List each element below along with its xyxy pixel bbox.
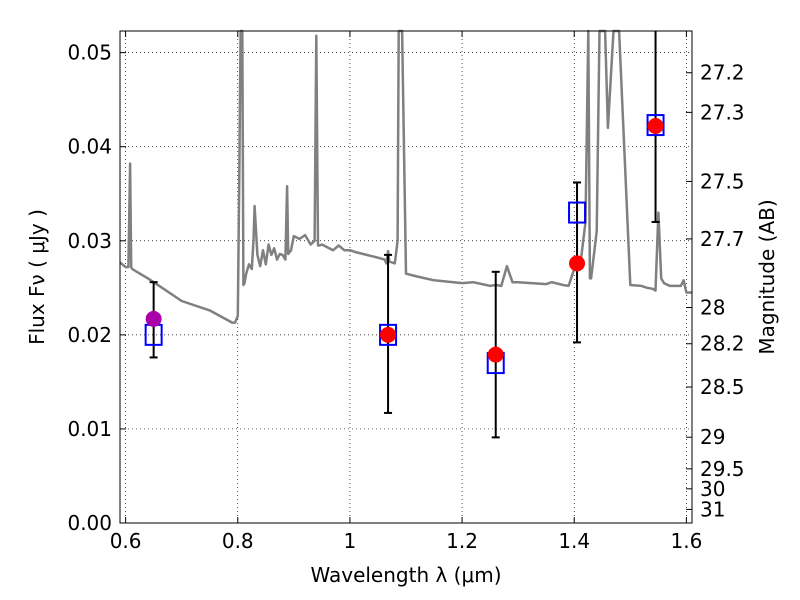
model-box bbox=[646, 114, 665, 137]
x-tick-label: 1 bbox=[344, 529, 357, 553]
x-tick-label: 1.2 bbox=[446, 529, 478, 553]
right-tick-label: 28.5 bbox=[700, 375, 745, 399]
x-axis-label: Wavelength λ (μm) bbox=[310, 563, 501, 587]
axis-ticks: 0.6 0.8 1 1.2 1.4 1.6 0.00 0.01 0.02 0.03 0.04 0.05… bbox=[67, 31, 745, 553]
model-box bbox=[568, 201, 587, 224]
y-tick-label: 0.02 bbox=[67, 323, 112, 347]
y-tick-label: 0.05 bbox=[67, 41, 112, 65]
right-tick-label: 29.5 bbox=[700, 457, 745, 481]
plot-frame bbox=[119, 30, 693, 524]
right-tick-label: 28 bbox=[700, 295, 725, 319]
observed-points bbox=[145, 118, 664, 363]
x-tick-label: 1.4 bbox=[558, 529, 590, 553]
observed-point bbox=[145, 310, 162, 327]
y-tick-label: 0.03 bbox=[67, 229, 112, 253]
right-tick-label: 29 bbox=[700, 425, 725, 449]
right-tick-label: 27.3 bbox=[700, 100, 745, 124]
y-tick-label: 0.01 bbox=[67, 417, 112, 441]
model-spectrum-line bbox=[119, 29, 692, 324]
right-tick-label: 31 bbox=[700, 497, 725, 521]
right-tick-label: 27.2 bbox=[700, 61, 745, 85]
model-spectrum bbox=[119, 29, 692, 324]
observed-point bbox=[380, 326, 397, 343]
observed-point bbox=[647, 118, 664, 135]
y-tick-label: 0.00 bbox=[67, 511, 112, 535]
x-tick-label: 1.6 bbox=[670, 529, 702, 553]
x-tick-label: 0.8 bbox=[222, 529, 254, 553]
y-tick-label: 0.04 bbox=[67, 135, 112, 159]
right-tick-label: 27.7 bbox=[700, 227, 745, 251]
x-tick-label: 0.6 bbox=[110, 529, 142, 553]
y-axis-label: Flux Fν ( μJy ) bbox=[25, 209, 49, 345]
right-tick-label: 30 bbox=[700, 477, 725, 501]
observed-point bbox=[487, 346, 504, 363]
right-axis-label: Magnitude (AB) bbox=[755, 199, 779, 354]
observed-point bbox=[569, 255, 586, 272]
right-tick-label: 27.5 bbox=[700, 169, 745, 193]
right-tick-label: 28.2 bbox=[700, 332, 745, 356]
